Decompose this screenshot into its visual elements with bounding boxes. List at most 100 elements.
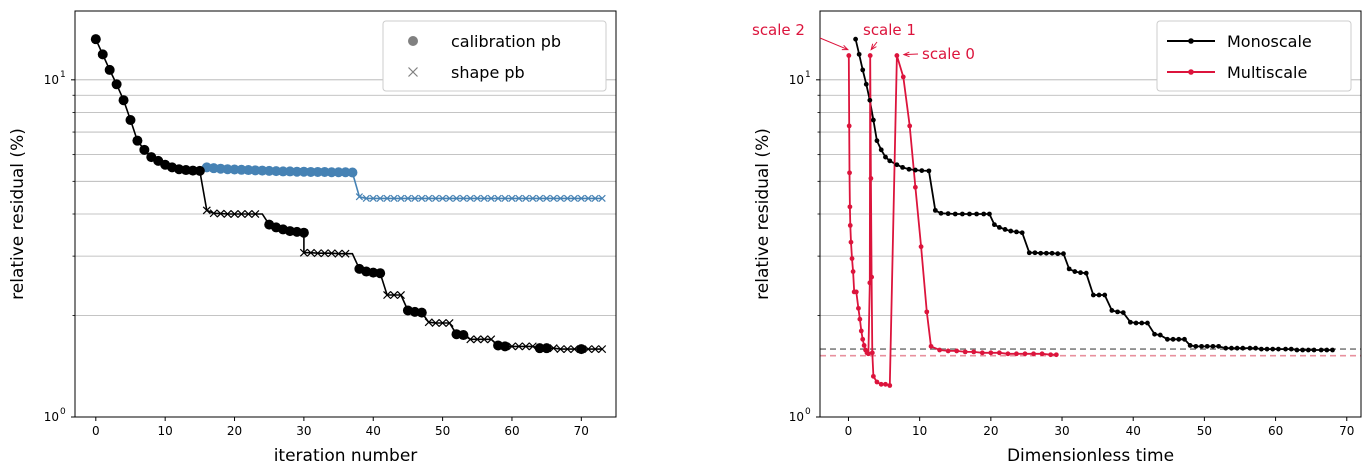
multiscale-point <box>874 379 880 385</box>
shape-point-alt <box>452 194 461 203</box>
multiscale-point <box>1039 351 1045 357</box>
shape-point-alt <box>563 194 572 203</box>
multiscale-point <box>1031 351 1036 357</box>
calibration-point <box>125 115 136 126</box>
shape-point-alt <box>570 194 579 203</box>
multiscale-point <box>924 309 930 315</box>
multiscale-point <box>860 336 866 342</box>
shape-point <box>244 209 253 219</box>
multiscale-point <box>878 381 884 387</box>
legend-label-calibration: calibration pb <box>451 32 561 51</box>
shape-point <box>480 335 489 344</box>
multiscale-point <box>857 316 863 322</box>
multiscale-point <box>847 170 852 176</box>
shape-point-alt <box>591 194 599 203</box>
monoscale-point <box>1109 308 1115 313</box>
multiscale-point <box>853 289 859 295</box>
monoscale-point <box>1026 250 1032 256</box>
shape-point <box>334 249 343 258</box>
monoscale-point <box>1223 345 1229 351</box>
left-x-tick-label: 60 <box>504 424 519 438</box>
shape-point <box>299 248 308 257</box>
shape-point-alt <box>376 194 384 203</box>
multiscale-point <box>962 349 968 355</box>
monoscale-point <box>870 117 876 123</box>
left-marks <box>90 34 607 355</box>
shape-point <box>390 291 399 300</box>
monoscale-point <box>856 51 862 57</box>
monoscale-point <box>974 211 980 217</box>
right-x-tick-label: 50 <box>1197 424 1212 438</box>
right-marks <box>846 36 1335 388</box>
multiscale-point <box>1048 352 1054 358</box>
annotation-arrowhead <box>870 43 877 51</box>
right-grid <box>820 79 1361 418</box>
shape-point <box>396 291 406 300</box>
monoscale-point <box>1240 345 1246 351</box>
shape-point-alt <box>459 194 468 203</box>
monoscale-point <box>1043 250 1049 256</box>
calibration-point <box>375 268 386 279</box>
annotation-scale-0: scale 0 <box>922 45 975 63</box>
multiscale-point <box>894 53 900 58</box>
shape-point-alt <box>543 194 551 203</box>
monoscale-point <box>1258 346 1264 352</box>
monoscale-point <box>967 211 972 217</box>
multiscale-point <box>869 274 875 280</box>
shape-point <box>306 248 315 257</box>
monoscale-point <box>1049 250 1055 256</box>
legend-marker-shape <box>408 67 418 77</box>
calibration-point-alt <box>326 167 337 178</box>
shape-point <box>438 318 447 328</box>
shape-point-alt <box>515 194 523 203</box>
shape-point-alt <box>425 194 433 203</box>
shape-point-alt <box>584 194 592 203</box>
monoscale-point <box>1014 229 1019 235</box>
monoscale-point <box>1055 251 1061 257</box>
monoscale-point <box>1083 270 1089 276</box>
annotation-scale-1: scale 1 <box>863 21 916 39</box>
monoscale-point <box>1152 331 1157 337</box>
monoscale-point <box>1234 345 1240 351</box>
monoscale-point <box>1133 320 1139 326</box>
legend-label-monoscale: Monoscale <box>1227 32 1312 51</box>
right-y-tick-exponent: 1 <box>805 70 811 80</box>
monoscale-point <box>945 211 951 217</box>
left-x-tick-label: 20 <box>227 424 242 438</box>
monoscale-point <box>1066 266 1072 272</box>
legend-point-sample <box>1188 69 1194 75</box>
calibration-point <box>458 330 469 341</box>
monoscale-point <box>1253 345 1259 351</box>
right-x-tick-label: 40 <box>1126 424 1141 438</box>
shape-point <box>563 345 572 354</box>
multiscale-point <box>848 239 854 245</box>
monoscale-point <box>1193 343 1199 349</box>
calibration-point-alt <box>333 167 344 178</box>
multiscale-point <box>847 223 853 228</box>
shape-point <box>424 318 433 327</box>
monoscale-point <box>867 97 873 103</box>
left-x-tick-label: 30 <box>296 424 311 438</box>
monoscale-point <box>981 211 987 217</box>
shape-point <box>209 209 218 218</box>
multiscale-point <box>912 184 918 190</box>
multiscale-point <box>847 204 853 210</box>
monoscale-point <box>959 211 965 217</box>
monoscale-point <box>1311 347 1317 353</box>
left-y-tick-exponent: 0 <box>60 407 66 417</box>
calibration-point <box>500 341 511 352</box>
right-y-tick-exponent: 0 <box>805 407 811 417</box>
monoscale-point <box>1090 292 1096 298</box>
monoscale-point <box>938 210 944 216</box>
calibration-point <box>576 344 587 355</box>
shape-point-alt <box>577 194 585 203</box>
monoscale-point <box>1145 320 1150 326</box>
shape-point-alt <box>432 194 440 203</box>
shape-point <box>313 249 322 258</box>
legend-marker-multiscale <box>1167 69 1215 75</box>
calibration-point <box>90 34 101 45</box>
calibration-point <box>111 79 122 90</box>
right-x-axis-label: Dimensionless time <box>1007 446 1174 466</box>
